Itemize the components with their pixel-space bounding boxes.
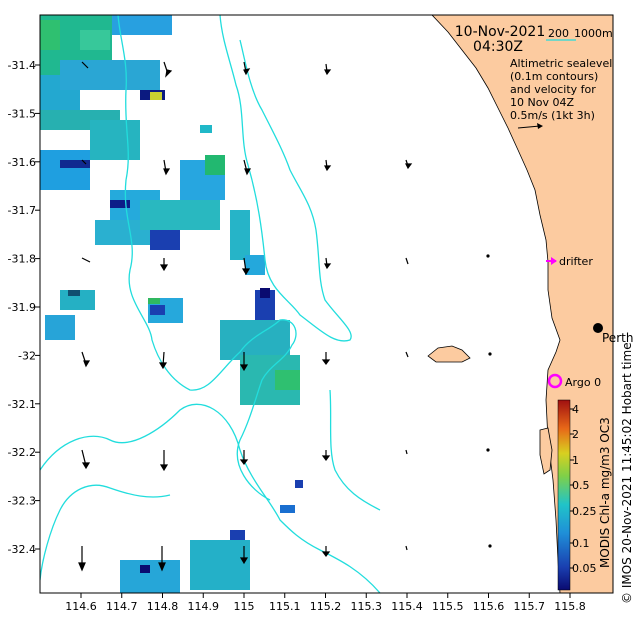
- plot-frame: [39, 14, 614, 594]
- description-line: and velocity for: [510, 83, 596, 96]
- perth-marker: [593, 323, 603, 333]
- depth-legend-1000: 1000m: [574, 27, 613, 40]
- x-tick-label: 115.3: [351, 600, 383, 613]
- drifter-label: drifter: [559, 255, 593, 268]
- y-tick-label: -32.4: [8, 543, 36, 556]
- argo-marker: [547, 373, 563, 389]
- colorbar-tick-label: 4: [572, 403, 579, 416]
- x-tick-label: 115.2: [310, 600, 342, 613]
- y-tick-label: -31.9: [8, 301, 36, 314]
- x-tick-label: 114.7: [106, 600, 138, 613]
- x-tick-label: 115.6: [473, 600, 505, 613]
- depth-legend-200: 200: [548, 27, 569, 40]
- chlorophyll-layer: [40, 15, 303, 593]
- x-axis: 114.6 114.7 114.8 114.9 115 115.1 115.2 115.3 11…: [65, 593, 586, 613]
- x-tick-label: 115.7: [514, 600, 546, 613]
- y-tick-label: -31.6: [8, 156, 36, 169]
- rottnest-island: [427, 345, 471, 363]
- colorbar-tick-label: 0.05: [572, 562, 597, 575]
- y-tick-label: -32: [18, 349, 36, 362]
- description-line: 10 Nov 04Z: [510, 96, 574, 109]
- description-line: Altimetric sealevel: [510, 57, 612, 70]
- x-tick-label: 115.5: [432, 600, 464, 613]
- y-tick-label: -31.7: [8, 204, 36, 217]
- x-tick-label: 115.4: [391, 600, 423, 613]
- colorbar-tick-label: 0.5: [572, 479, 590, 492]
- depth-contours: [40, 15, 381, 593]
- colorbar-tick-label: 0.25: [572, 505, 597, 518]
- colorbar: [557, 399, 571, 591]
- y-tick-label: -31.8: [8, 253, 36, 266]
- colorbar-tick-label: 1: [572, 454, 579, 467]
- y-tick-label: -32.2: [8, 446, 36, 459]
- colorbar-ticks: 4 2 1 0.5 0.25 0.1 0.05: [570, 403, 597, 575]
- x-tick-label: 114.9: [188, 600, 220, 613]
- colorbar-tick-label: 0.1: [572, 537, 590, 550]
- map-time: 04:30Z: [473, 39, 523, 55]
- x-tick-label: 115: [234, 600, 255, 613]
- y-tick-label: -31.5: [8, 107, 36, 120]
- colorbar-label: MODIS Chl-a mg/m3 OC3: [598, 417, 612, 568]
- description-line: 0.5m/s (1kt 3h): [510, 109, 595, 122]
- perth-label: Perth: [602, 331, 633, 345]
- map-date: 10-Nov-2021: [455, 24, 546, 40]
- description-line: (0.1m contours): [510, 70, 598, 83]
- y-axis: -31.4 -31.5 -31.6 -31.7 -31.8 -31.9 -32 -32.1 -3…: [8, 59, 40, 556]
- velocity-arrows: [78, 61, 492, 572]
- colorbar-tick-label: 2: [572, 428, 579, 441]
- x-tick-label: 114.6: [65, 600, 97, 613]
- y-tick-label: -31.4: [8, 59, 36, 72]
- x-tick-label: 115.8: [554, 600, 586, 613]
- garden-island: [539, 427, 553, 475]
- argo-label: Argo 0: [565, 376, 601, 389]
- footer-credit: © IMOS 20-Nov-2021 11:45:02 Hobart time: [620, 342, 634, 604]
- x-tick-label: 115.1: [269, 600, 301, 613]
- x-tick-label: 114.8: [147, 600, 179, 613]
- map-description: Altimetric sealevel (0.1m contours) and …: [510, 57, 612, 122]
- y-tick-label: -32.3: [8, 495, 36, 508]
- drifter-marker: [546, 257, 557, 265]
- y-tick-label: -32.1: [8, 398, 36, 411]
- velocity-scale-arrow: [517, 125, 541, 129]
